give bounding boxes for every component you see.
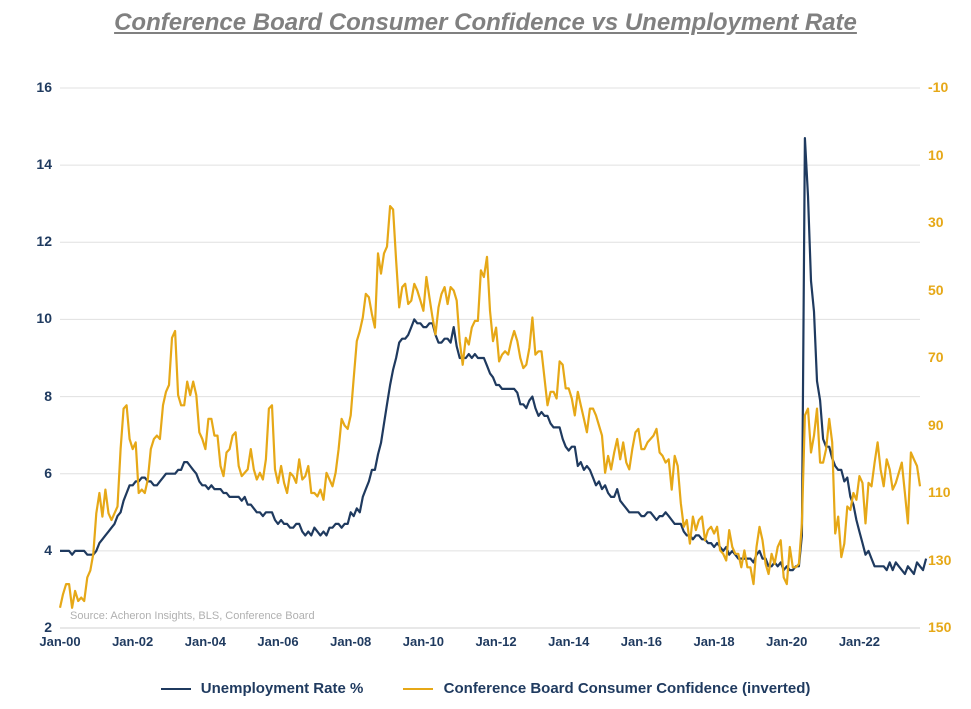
x-tick-label: Jan-12 — [466, 634, 526, 649]
y-left-tick-label: 10 — [12, 310, 52, 326]
series-line — [60, 138, 926, 574]
chart-plot — [0, 0, 971, 709]
legend-label-unemployment: Unemployment Rate % — [201, 680, 364, 697]
y-left-tick-label: 12 — [12, 233, 52, 249]
y-left-tick-label: 6 — [12, 465, 52, 481]
y-right-tick-label: 10 — [928, 147, 968, 163]
chart-container: Conference Board Consumer Confidence vs … — [0, 0, 971, 709]
legend: Unemployment Rate % Conference Board Con… — [0, 680, 971, 697]
x-tick-label: Jan-14 — [539, 634, 599, 649]
x-tick-label: Jan-22 — [829, 634, 889, 649]
y-left-tick-label: 8 — [12, 388, 52, 404]
x-tick-label: Jan-00 — [30, 634, 90, 649]
legend-item-unemployment: Unemployment Rate % — [161, 680, 364, 697]
y-left-tick-label: 2 — [12, 619, 52, 635]
series-line — [60, 206, 920, 608]
x-tick-label: Jan-10 — [393, 634, 453, 649]
y-right-tick-label: 150 — [928, 619, 968, 635]
y-right-tick-label: 130 — [928, 552, 968, 568]
x-tick-label: Jan-16 — [611, 634, 671, 649]
x-tick-label: Jan-02 — [103, 634, 163, 649]
y-left-tick-label: 4 — [12, 542, 52, 558]
x-tick-label: Jan-20 — [757, 634, 817, 649]
x-tick-label: Jan-18 — [684, 634, 744, 649]
x-tick-label: Jan-08 — [321, 634, 381, 649]
legend-swatch-confidence — [403, 688, 433, 691]
y-right-tick-label: -10 — [928, 79, 968, 95]
legend-swatch-unemployment — [161, 688, 191, 691]
x-tick-label: Jan-04 — [175, 634, 235, 649]
y-right-tick-label: 70 — [928, 349, 968, 365]
y-right-tick-label: 110 — [928, 484, 968, 500]
y-right-tick-label: 90 — [928, 417, 968, 433]
x-tick-label: Jan-06 — [248, 634, 308, 649]
y-right-tick-label: 30 — [928, 214, 968, 230]
y-right-tick-label: 50 — [928, 282, 968, 298]
legend-item-confidence: Conference Board Consumer Confidence (in… — [403, 680, 810, 697]
y-left-tick-label: 16 — [12, 79, 52, 95]
source-note: Source: Acheron Insights, BLS, Conferenc… — [70, 610, 315, 622]
legend-label-confidence: Conference Board Consumer Confidence (in… — [444, 680, 811, 697]
y-left-tick-label: 14 — [12, 156, 52, 172]
